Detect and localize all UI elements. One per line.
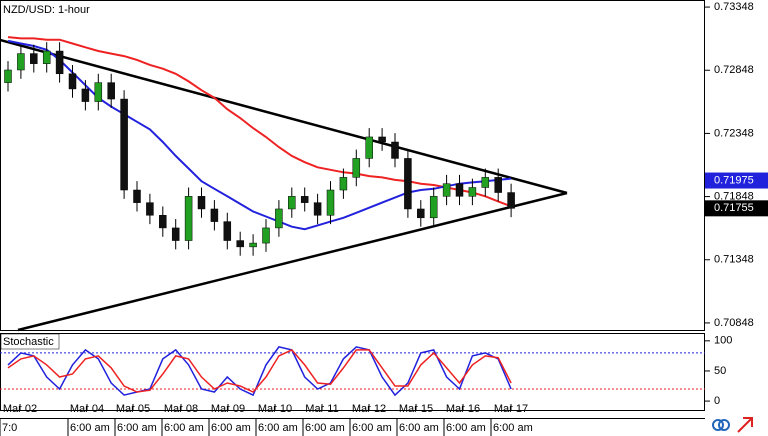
candle-body xyxy=(288,196,296,210)
candle-body xyxy=(300,196,309,203)
stochastic-title-box xyxy=(0,333,60,350)
candle-body xyxy=(262,227,270,244)
line-series xyxy=(7,39,512,231)
candle-body xyxy=(159,215,167,229)
candle-body xyxy=(223,221,232,241)
time-label: 6:00 am xyxy=(399,422,439,434)
y-tick-label: 0.70848 xyxy=(714,317,754,329)
line-series xyxy=(7,348,512,393)
date-label: Mar 09 xyxy=(211,403,245,415)
candle-body xyxy=(55,50,64,75)
date-label: Mar 05 xyxy=(116,403,150,415)
candle-body xyxy=(494,177,502,193)
link-icon[interactable] xyxy=(712,419,724,431)
price-label-box xyxy=(705,172,768,189)
arrow-icon[interactable] xyxy=(737,417,753,433)
candle-body xyxy=(120,98,128,191)
time-label: 6:00 am xyxy=(305,422,345,434)
candle-body xyxy=(481,177,490,188)
stochastic-panel xyxy=(0,333,705,411)
candle-body xyxy=(30,53,38,64)
candle-body xyxy=(171,227,180,241)
title-box xyxy=(1,1,101,17)
candle-body xyxy=(455,183,464,197)
trend-line xyxy=(0,38,568,195)
date-label: Mar 10 xyxy=(258,403,292,415)
chart-title: NZD/USD: 1-hour xyxy=(3,4,90,16)
time-label: 6:00 am xyxy=(493,422,533,434)
candle-body xyxy=(326,189,335,216)
candle-body xyxy=(404,158,412,210)
candle-body xyxy=(133,189,141,203)
time-label: 6:00 am xyxy=(211,422,251,434)
time-label: 6:00 am xyxy=(352,422,392,434)
candle-body xyxy=(184,196,193,241)
y-tick-label: 0.72348 xyxy=(714,127,754,139)
y-tick-label: 0.73348 xyxy=(714,1,754,13)
candle-body xyxy=(391,141,399,159)
candle-body xyxy=(81,88,90,102)
candle-body xyxy=(197,196,206,210)
candle-body xyxy=(468,187,477,197)
date-label: Mar 16 xyxy=(446,403,480,415)
time-label: 6:00 am xyxy=(70,422,110,434)
date-label: Mar 11 xyxy=(305,403,338,415)
y-tick-label: 0.72848 xyxy=(714,64,754,76)
price-label-box xyxy=(705,200,768,217)
candle-body xyxy=(507,192,515,209)
time-label: 6:00 am xyxy=(117,422,157,434)
y-tick-label: 100 xyxy=(714,335,732,347)
date-label: Mar 17 xyxy=(494,403,528,415)
candle-body xyxy=(275,208,283,229)
main-panel xyxy=(0,0,705,331)
candle-body xyxy=(236,240,244,248)
candle-body xyxy=(365,136,373,159)
candle-body xyxy=(68,73,77,90)
candle-body xyxy=(107,82,115,100)
line-series xyxy=(7,346,512,397)
candle-body xyxy=(313,202,322,216)
date-label: Mar 12 xyxy=(352,403,386,415)
candle-body xyxy=(94,82,103,102)
line-series xyxy=(7,36,512,208)
date-label: Mar 08 xyxy=(164,403,198,415)
date-label: Mar 04 xyxy=(70,403,104,415)
candle-body xyxy=(249,242,257,248)
candle-body xyxy=(352,158,361,178)
candle-body xyxy=(210,208,219,222)
candle-body xyxy=(146,202,154,216)
stochastic-title: Stochastic xyxy=(3,336,54,348)
candle-body xyxy=(42,50,51,64)
candle-body xyxy=(417,208,425,219)
date-label: Mar 02 xyxy=(3,403,37,415)
time-label: 7:0 xyxy=(2,422,17,434)
y-tick-label: 0.71348 xyxy=(714,254,754,266)
toolbar-icons[interactable] xyxy=(712,417,753,433)
candle-body xyxy=(378,136,386,143)
trend-line xyxy=(17,191,568,332)
y-tick-label: 0 xyxy=(714,395,720,407)
candle-body xyxy=(4,69,12,83)
candle-body xyxy=(339,177,348,191)
date-label: Mar 15 xyxy=(399,403,433,415)
y-tick-label: 50 xyxy=(714,365,726,377)
time-label: 6:00 am xyxy=(258,422,298,434)
time-label: 6:00 am xyxy=(446,422,486,434)
y-tick-label: 0.71848 xyxy=(714,190,754,202)
candle-body xyxy=(429,196,438,219)
candle-body xyxy=(442,183,451,197)
time-label: 6:00 am xyxy=(164,422,204,434)
price-label: 0.71975 xyxy=(714,174,754,186)
price-label: 0.71755 xyxy=(714,202,754,214)
candle-body xyxy=(17,53,25,71)
link-icon[interactable] xyxy=(718,419,730,431)
